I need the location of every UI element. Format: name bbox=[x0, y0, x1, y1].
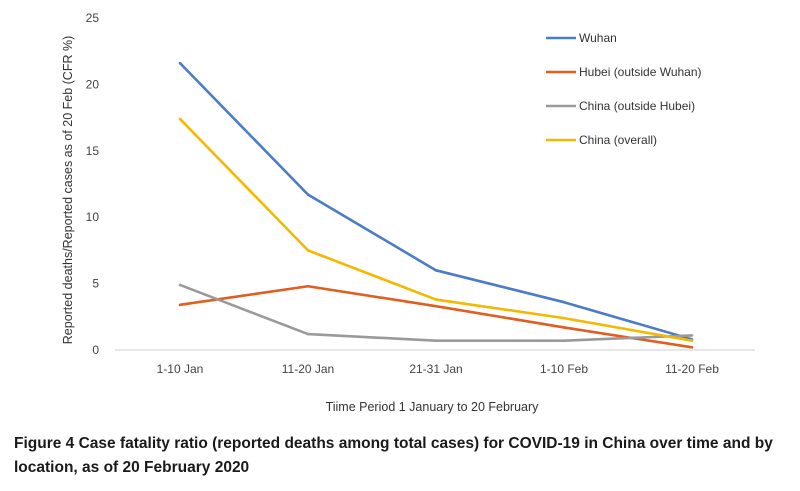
data-point bbox=[434, 339, 438, 343]
legend-label: China (overall) bbox=[579, 133, 657, 147]
data-point bbox=[690, 339, 694, 343]
legend-label: Hubei (outside Wuhan) bbox=[579, 65, 702, 79]
x-tick-labels: 1-10 Jan 11-20 Jan 21-31 Jan 1-10 Feb 11-20 … bbox=[157, 362, 720, 376]
line-chart: Reported deaths/Reported cases as of 20 … bbox=[61, 11, 755, 414]
data-point bbox=[434, 304, 438, 308]
data-point bbox=[178, 283, 182, 287]
data-point bbox=[306, 249, 310, 252]
data-point bbox=[562, 316, 566, 320]
legend-label: China (outside Hubei) bbox=[579, 99, 695, 113]
series-lines bbox=[178, 61, 694, 349]
data-point bbox=[306, 193, 310, 196]
data-point bbox=[434, 298, 438, 301]
x-tick-label: 11-20 Feb bbox=[665, 362, 719, 376]
figure-caption: Figure 4 Case fatality ratio (reported d… bbox=[14, 435, 773, 476]
data-point bbox=[562, 300, 566, 304]
x-tick-label: 11-20 Jan bbox=[282, 362, 334, 376]
data-point bbox=[562, 339, 566, 343]
x-tick-label: 21-31 Jan bbox=[409, 362, 462, 376]
legend-label: Wuhan bbox=[579, 31, 617, 45]
y-tick-label: 15 bbox=[86, 144, 100, 158]
y-tick-label: 0 bbox=[92, 343, 99, 357]
data-point bbox=[306, 332, 310, 336]
y-tick-label: 20 bbox=[86, 77, 100, 91]
y-axis-title-group: Reported deaths/Reported cases as of 20 … bbox=[61, 36, 75, 344]
x-axis-title: Tiime Period 1 January to 20 February bbox=[326, 400, 540, 414]
data-point bbox=[178, 61, 182, 65]
data-point bbox=[306, 284, 310, 288]
data-point bbox=[178, 117, 182, 121]
y-tick-label: 25 bbox=[86, 11, 100, 25]
y-tick-labels: 0 5 10 15 20 25 bbox=[86, 11, 100, 357]
x-tick-label: 1-10 Feb bbox=[540, 362, 588, 376]
data-point bbox=[690, 334, 694, 337]
data-point bbox=[178, 303, 182, 307]
x-tick-label: 1-10 Jan bbox=[157, 362, 204, 376]
data-point bbox=[562, 326, 566, 329]
data-point bbox=[434, 269, 438, 272]
legend: Wuhan Hubei (outside Wuhan) China (outside… bbox=[546, 31, 702, 147]
y-tick-label: 5 bbox=[92, 277, 99, 291]
y-tick-label: 10 bbox=[86, 210, 100, 224]
y-axis-title: Reported deaths/Reported cases as of 20 … bbox=[61, 36, 75, 344]
data-point bbox=[690, 346, 694, 349]
